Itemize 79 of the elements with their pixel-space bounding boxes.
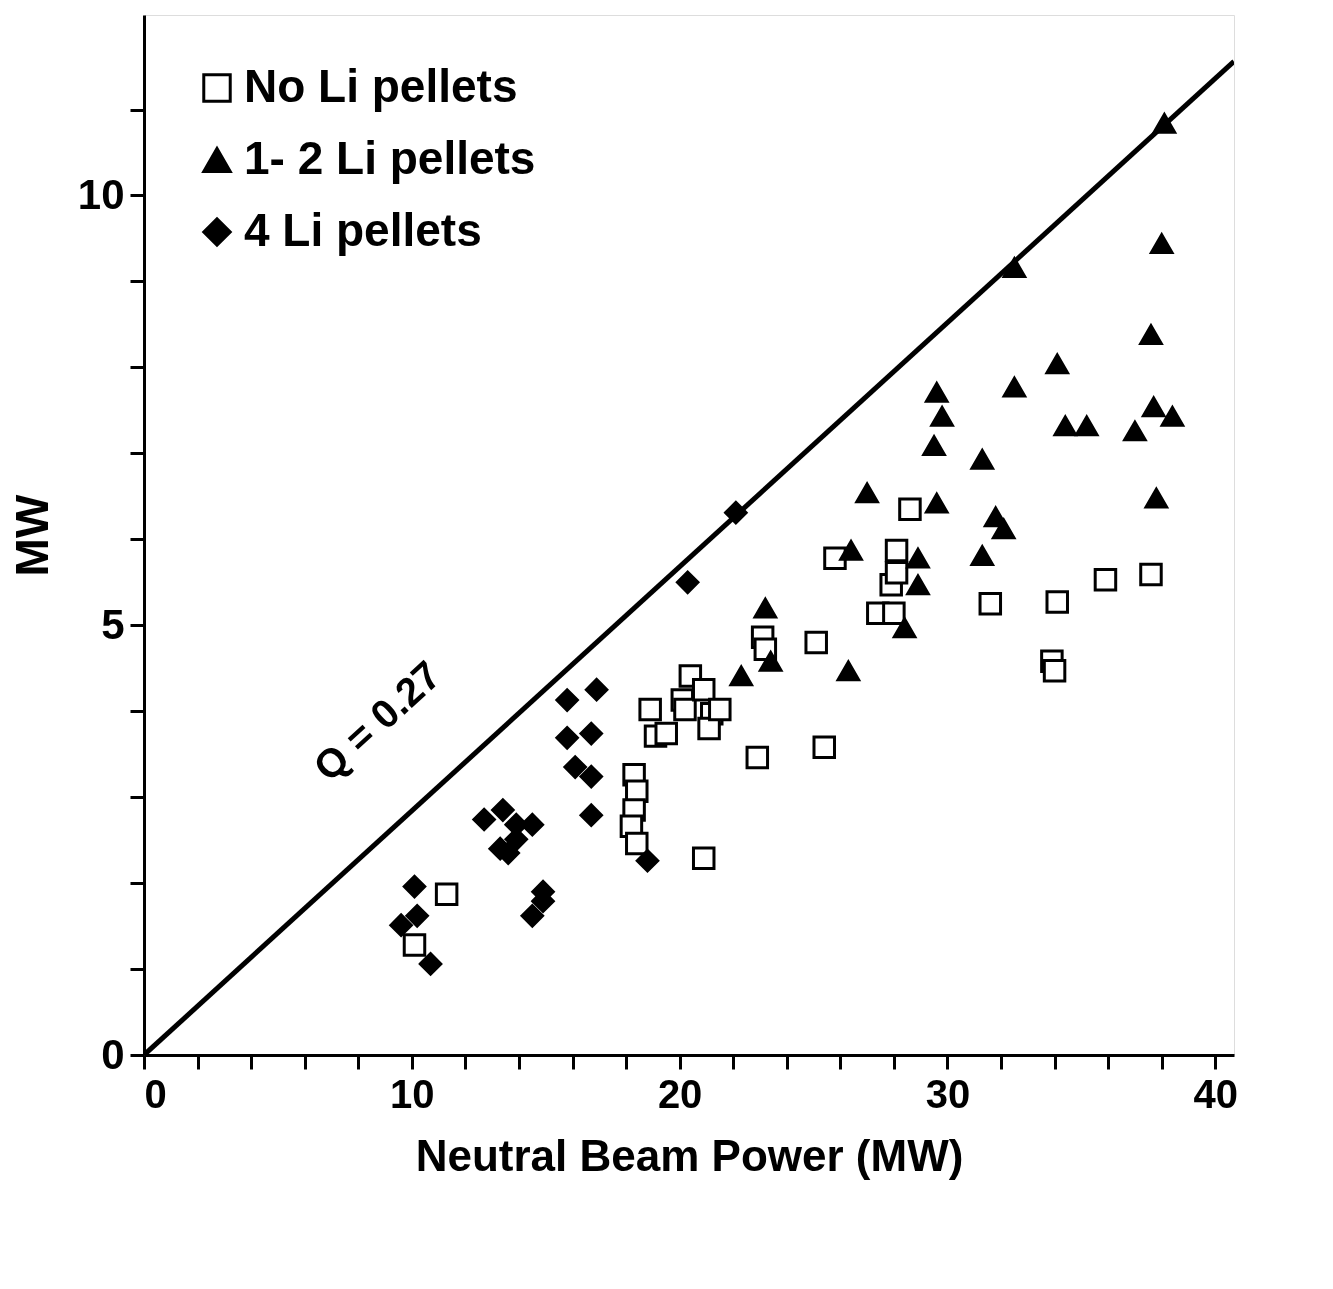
point [1139, 562, 1163, 587]
point [804, 630, 828, 655]
point [555, 688, 579, 712]
point [1160, 406, 1185, 427]
point [855, 482, 879, 504]
point [930, 406, 954, 427]
point [638, 697, 662, 722]
point [625, 831, 649, 856]
point [555, 726, 579, 750]
point [729, 665, 753, 687]
point [884, 538, 909, 563]
point [563, 755, 587, 779]
point [823, 546, 847, 570]
x-tick-label: 10 [390, 1071, 435, 1116]
point [1053, 415, 1078, 437]
x-tick-label: 20 [657, 1071, 703, 1116]
point [635, 849, 660, 873]
point [839, 540, 863, 561]
point [520, 904, 545, 928]
point [697, 716, 721, 741]
point [389, 913, 413, 937]
point [402, 933, 427, 957]
point [579, 764, 603, 789]
y-axis-title: MW [5, 494, 58, 577]
point [978, 592, 1003, 616]
point [884, 561, 909, 585]
point [753, 597, 778, 619]
point [405, 904, 429, 928]
point [924, 381, 949, 403]
point [691, 677, 716, 702]
point [1093, 567, 1118, 592]
point [1045, 590, 1069, 614]
point [1002, 376, 1027, 398]
y-tick-label: 10 [77, 171, 125, 218]
point [898, 497, 922, 521]
point [892, 617, 917, 639]
point [579, 803, 603, 827]
point [906, 574, 930, 596]
y-tick-label: 0 [101, 1030, 125, 1078]
point [1045, 353, 1069, 375]
point [673, 697, 697, 722]
point [812, 735, 836, 760]
annotation: Q = 0.27 [305, 652, 449, 790]
point [491, 798, 515, 822]
point [654, 721, 678, 746]
point [882, 601, 906, 625]
point [922, 435, 946, 456]
legend-label: 1- 2 Li pellets [244, 132, 536, 184]
point [970, 448, 994, 470]
point [584, 677, 609, 702]
point [970, 545, 994, 566]
point [991, 518, 1016, 540]
point [1042, 659, 1067, 683]
x-axis-title: Neutral Beam Power (MW) [415, 1130, 964, 1180]
legend-label: No Li pellets [244, 60, 518, 112]
point [906, 547, 930, 569]
point [924, 492, 949, 514]
x-tick-label: 0 [144, 1071, 167, 1116]
point [1139, 324, 1163, 346]
point [1123, 420, 1147, 442]
point [708, 697, 732, 722]
point [434, 882, 459, 907]
point [691, 846, 716, 870]
point [472, 807, 496, 832]
point [836, 660, 861, 682]
point [745, 745, 770, 770]
point [1074, 415, 1099, 437]
point [758, 650, 783, 672]
point [1144, 487, 1169, 509]
legend-label: 4 Li pellets [244, 204, 482, 256]
y-tick-label: 5 [101, 600, 125, 648]
point [675, 570, 700, 595]
point [1149, 233, 1174, 254]
point [402, 874, 427, 899]
point [579, 721, 603, 746]
point [418, 952, 443, 976]
point [1141, 396, 1166, 418]
x-tick-label: 30 [925, 1071, 971, 1116]
x-tick-label: 40 [1193, 1071, 1238, 1116]
